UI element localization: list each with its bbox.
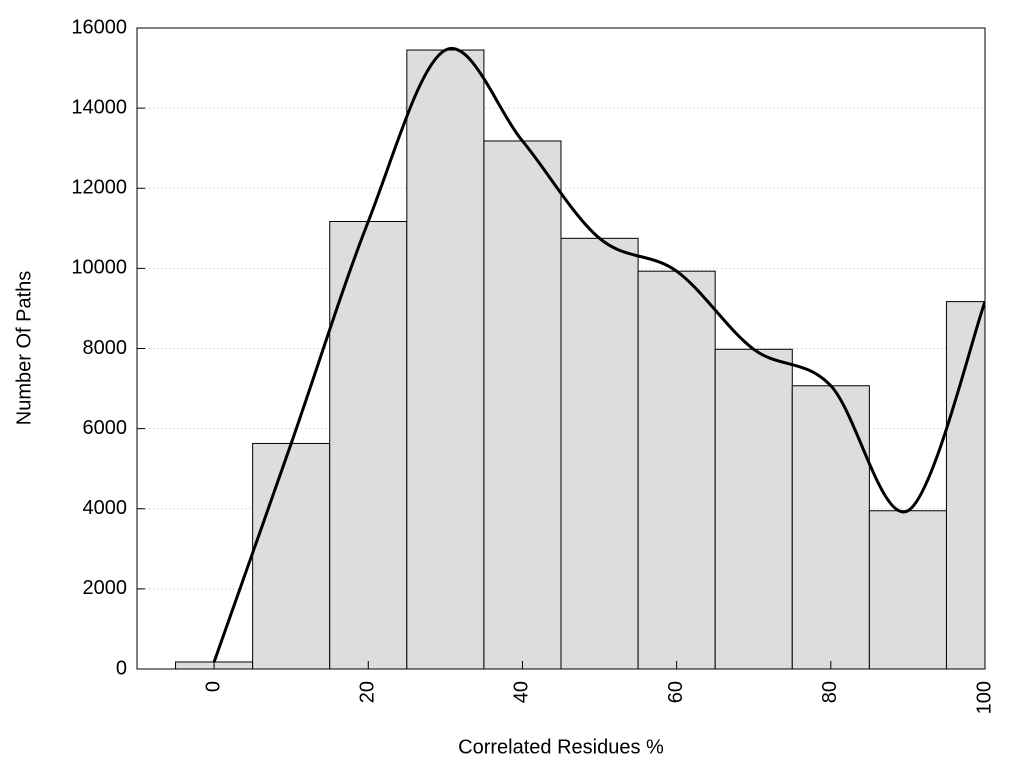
x-tick-label: 20	[357, 681, 379, 703]
bar	[406, 49, 485, 669]
x-tick-label: 0	[202, 681, 224, 692]
bars	[175, 49, 985, 669]
y-tick-label: 10000	[71, 257, 127, 279]
smooth-curve	[212, 46, 985, 663]
bar	[791, 385, 870, 669]
y-tick-label: 0	[116, 657, 127, 679]
y-tick-label: 6000	[83, 417, 128, 439]
bar	[714, 348, 793, 669]
x-axis-label: Correlated Residues %	[458, 736, 664, 758]
y-tick-label: 16000	[71, 16, 127, 38]
bar	[329, 221, 408, 669]
y-tick-label: 8000	[83, 337, 128, 359]
bar	[868, 510, 947, 669]
bar	[560, 237, 639, 669]
y-tick-label: 4000	[83, 497, 128, 519]
x-tick-label: 60	[665, 681, 687, 703]
x-tick-label: 100	[973, 681, 995, 714]
x-tick-label: 40	[511, 681, 533, 703]
y-tick-label: 12000	[71, 177, 127, 199]
x-tick-label: 80	[819, 681, 841, 703]
axes: 0 2000 4000 6000 8000 10000 12000 14000 16000 0 20…	[71, 16, 995, 714]
y-tick-label: 2000	[83, 577, 128, 599]
y-axis-label: Number Of Paths	[13, 271, 35, 426]
y-tick-label: 14000	[71, 96, 127, 118]
curve	[212, 46, 985, 663]
bar	[483, 140, 562, 669]
bar	[252, 442, 331, 669]
bar	[637, 270, 716, 669]
